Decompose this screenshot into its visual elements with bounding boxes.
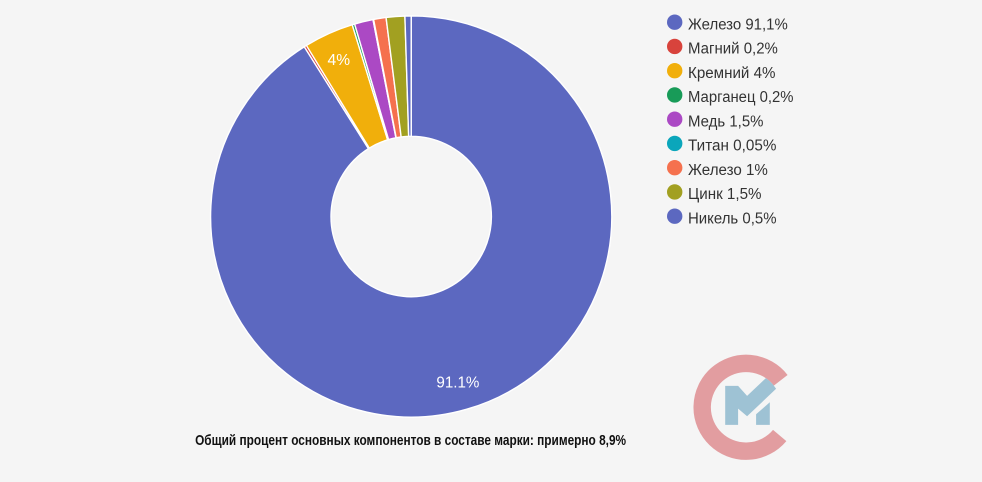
svg-text:Железо 1%: Железо 1% bbox=[688, 162, 768, 179]
svg-text:Магний 0,2%: Магний 0,2% bbox=[688, 41, 778, 58]
svg-text:Медь 1,5%: Медь 1,5% bbox=[688, 113, 764, 130]
svg-text:Марганец 0,2%: Марганец 0,2% bbox=[688, 89, 794, 106]
svg-text:Железо 91,1%: Железо 91,1% bbox=[688, 16, 788, 33]
svg-text:Цинк 1,5%: Цинк 1,5% bbox=[688, 186, 762, 203]
svg-text:Никель 0,5%: Никель 0,5% bbox=[688, 210, 777, 227]
svg-text:Общий процент основных компоне: Общий процент основных компонентов в сос… bbox=[195, 432, 626, 449]
svg-text:4%: 4% bbox=[328, 52, 351, 69]
svg-text:91.1%: 91.1% bbox=[436, 375, 479, 392]
svg-text:Кремний 4%: Кремний 4% bbox=[688, 65, 776, 82]
svg-text:Титан 0,05%: Титан 0,05% bbox=[688, 138, 777, 155]
